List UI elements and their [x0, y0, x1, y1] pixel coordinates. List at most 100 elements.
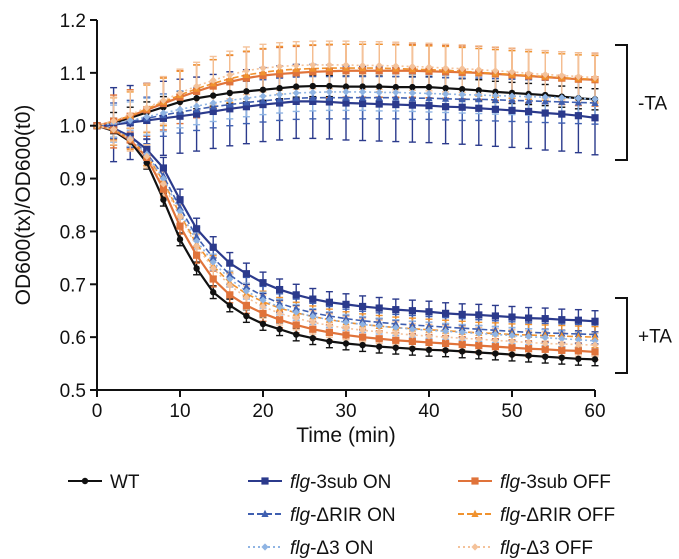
data-point-wt-plusminus-ta — [525, 352, 532, 359]
data-point-flg-3sub-off-plusminus-ta — [325, 328, 333, 336]
legend-label: flg-3sub OFF — [500, 472, 611, 493]
bracket-minus-ta — [615, 44, 628, 161]
data-point-flg-delta3-off-minus-ta — [325, 61, 333, 69]
data-point-wt-minus-ta — [342, 83, 350, 90]
data-point-flg-delta3-off-plusminus-ta — [126, 135, 134, 144]
data-point-flg-delta3-off-plusminus-ta — [541, 339, 549, 348]
group-brackets: -TA +TA — [615, 44, 672, 374]
data-point-flg-delta3-off-minus-ta — [541, 70, 549, 79]
data-point-flg-deltarir-on-minus-ta — [359, 93, 367, 101]
data-point-flg-delta3-off-minus-ta — [425, 63, 433, 71]
data-point-flg-delta3-off-plusminus-ta — [591, 341, 599, 349]
data-point-flg-delta3-on-minus-ta — [342, 88, 350, 96]
data-point-flg-delta3-off-minus-ta — [558, 71, 566, 80]
data-point-flg-3sub-off-plusminus-ta — [209, 275, 217, 283]
data-point-flg-3sub-on-plusminus-ta — [375, 304, 383, 312]
data-point-flg-3sub-on-minus-ta — [342, 99, 350, 107]
data-point-flg-deltarir-on-minus-ta — [408, 94, 416, 102]
data-point-flg-3sub-on-minus-ta — [309, 97, 317, 105]
data-point-wt-minus-ta — [276, 84, 283, 92]
data-point-flg-delta3-on-minus-ta — [458, 90, 466, 99]
data-point-flg-3sub-off-plusminus-ta — [558, 346, 566, 354]
x-tick-label: 50 — [501, 401, 522, 422]
data-point-flg-3sub-off-plusminus-ta — [226, 291, 234, 299]
data-point-wt-plusminus-ta — [542, 353, 549, 360]
legend-item-wt: WT — [68, 472, 140, 493]
data-point-flg-delta3-on-minus-ta — [591, 95, 599, 103]
data-point-flg-delta3-off-minus-ta — [276, 62, 284, 71]
data-point-flg-delta3-on-plusminus-ta — [558, 335, 566, 343]
data-point-flg-delta3-on-minus-ta — [574, 94, 582, 102]
data-point-flg-delta3-off-plusminus-ta — [193, 242, 201, 250]
data-point-flg-3sub-on-plusminus-ta — [558, 316, 566, 324]
data-point-flg-delta3-off-minus-ta — [458, 65, 466, 73]
data-point-flg-deltarir-on-minus-ta — [325, 93, 333, 101]
data-point-flg-delta3-on-plusminus-ta — [342, 318, 350, 326]
data-point-flg-3sub-on-plusminus-ta — [475, 311, 483, 319]
data-point-flg-deltarir-on-plusminus-ta — [375, 318, 383, 326]
data-point-flg-delta3-on-plusminus-ta — [425, 326, 433, 334]
data-point-flg-delta3-on-plusminus-ta — [408, 325, 416, 333]
data-point-flg-delta3-off-minus-ta — [292, 61, 300, 70]
x-tick-label: 40 — [418, 401, 439, 422]
data-point-flg-deltarir-on-plusminus-ta — [359, 316, 367, 324]
data-point-flg-delta3-on-minus-ta — [126, 116, 134, 125]
data-point-wt-minus-ta — [492, 88, 499, 96]
data-point-flg-deltarir-on-minus-ta — [342, 93, 350, 101]
data-point-flg-3sub-on-plusminus-ta — [392, 306, 400, 314]
y-tick-label: 0.7 — [60, 275, 86, 296]
data-point-wt-plusminus-ta — [425, 346, 433, 354]
legend-marker — [471, 477, 479, 485]
data-point-flg-deltarir-on-minus-ta — [442, 94, 450, 102]
data-point-wt-plusminus-ta — [442, 347, 449, 354]
data-point-flg-3sub-on-minus-ta — [226, 105, 234, 113]
y-tick-label: 1.1 — [60, 64, 86, 85]
data-point-wt-plusminus-ta — [392, 344, 399, 351]
legend-marker — [471, 509, 479, 517]
data-point-flg-3sub-on-minus-ta — [176, 112, 184, 120]
data-point-flg-delta3-on-plusminus-ta — [276, 303, 284, 311]
data-point-flg-delta3-on-minus-ta — [325, 88, 333, 96]
data-point-flg-delta3-on-minus-ta — [541, 93, 549, 101]
data-point-flg-delta3-on-minus-ta — [491, 91, 499, 100]
data-point-flg-3sub-off-plusminus-ta — [475, 342, 483, 350]
data-point-flg-deltarir-on-minus-ta — [541, 97, 549, 105]
data-point-wt-plusminus-ta — [475, 349, 482, 356]
data-point-flg-3sub-off-plusminus-ta — [591, 348, 599, 356]
data-point-flg-3sub-off-minus-ta — [325, 67, 333, 75]
data-point-flg-3sub-off-plusminus-ta — [458, 340, 466, 349]
data-point-wt-plusminus-ta — [492, 350, 499, 357]
data-point-flg-deltarir-on-plusminus-ta — [193, 232, 201, 240]
data-point-flg-delta3-off-plusminus-ta — [342, 324, 350, 332]
data-point-flg-delta3-on-minus-ta — [159, 109, 167, 117]
data-point-flg-delta3-on-minus-ta — [292, 89, 300, 97]
data-point-flg-3sub-on-plusminus-ta — [226, 259, 234, 267]
data-point-flg-delta3-on-minus-ta — [392, 88, 400, 97]
data-point-flg-3sub-off-plusminus-ta — [392, 336, 400, 344]
data-point-wt-plusminus-ta — [276, 326, 283, 333]
data-point-flg-delta3-on-minus-ta — [508, 92, 516, 100]
data-point-flg-deltarir-on-plusminus-ta — [392, 319, 400, 327]
data-point-flg-3sub-on-plusminus-ta — [292, 291, 300, 299]
data-point-flg-delta3-off-minus-ta — [110, 117, 118, 125]
data-point-wt-minus-ta — [442, 84, 449, 92]
data-point-flg-delta3-off-plusminus-ta — [525, 338, 533, 347]
bracket-plus-ta — [615, 297, 628, 374]
data-point-flg-delta3-off-minus-ta — [209, 76, 217, 84]
data-point-flg-delta3-off-plusminus-ta — [425, 332, 433, 340]
data-point-flg-delta3-on-minus-ta — [408, 89, 416, 97]
data-point-flg-delta3-on-minus-ta — [242, 94, 250, 102]
data-point-wt-minus-ta — [210, 92, 217, 99]
data-point-flg-deltarir-off-plusminus-ta — [574, 332, 582, 340]
legend-item-flg-3sub-off: flg-3sub OFF — [458, 472, 611, 493]
data-point-flg-delta3-off-minus-ta — [342, 61, 350, 69]
data-point-flg-delta3-on-minus-ta — [226, 96, 234, 104]
legend-item-flg-delta3-on: flg-Δ3 ON — [248, 538, 373, 559]
data-point-flg-3sub-on-minus-ta — [193, 110, 201, 118]
x-tick-label: 0 — [92, 401, 103, 422]
data-point-flg-delta3-off-minus-ta — [159, 96, 167, 104]
data-point-wt-plusminus-ta — [591, 356, 599, 363]
data-point-flg-3sub-on-minus-ta — [209, 107, 217, 116]
data-point-wt-plusminus-ta — [409, 345, 416, 352]
data-point-flg-deltarir-on-minus-ta — [392, 93, 400, 101]
